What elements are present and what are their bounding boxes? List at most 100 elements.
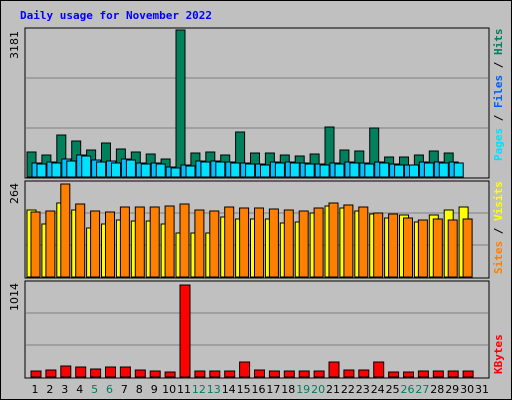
x-tick-day-7: 7 <box>121 383 128 396</box>
x-tick-day-3: 3 <box>61 383 68 396</box>
bar-kbytes-day-30 <box>462 370 474 378</box>
bar-kbytes-day-24 <box>373 361 385 378</box>
bar-sites-day-13 <box>209 210 220 278</box>
bar-kbytes-day-20 <box>313 370 325 378</box>
bar-kbytes-day-5 <box>90 368 102 378</box>
bar-kbytes-day-23 <box>358 369 370 378</box>
bar-kbytes-day-9 <box>149 370 161 378</box>
bar-pages-day-12 <box>200 161 211 178</box>
x-tick-day-22: 22 <box>341 383 355 396</box>
bar-sites-day-25 <box>388 213 399 278</box>
right-axis-labels: Pages / Files / Hits Sites / Visits KBytes <box>492 29 505 375</box>
bar-sites-day-21 <box>328 202 339 278</box>
bar-kbytes-day-14 <box>224 370 236 378</box>
bar-pages-day-1 <box>36 163 47 178</box>
bar-pages-day-25 <box>394 164 405 178</box>
bar-pages-day-21 <box>334 163 345 178</box>
bar-pages-day-18 <box>289 162 300 178</box>
bar-sites-day-8 <box>134 206 145 278</box>
x-tick-day-18: 18 <box>281 383 295 396</box>
bar-sites-day-29 <box>447 219 458 278</box>
x-tick-day-1: 1 <box>32 383 39 396</box>
y-max-label-kbytes: 1014 <box>8 283 21 311</box>
bar-kbytes-day-19 <box>298 370 310 378</box>
x-tick-day-29: 29 <box>445 383 459 396</box>
bar-sites-day-26 <box>403 217 413 278</box>
bar-kbytes-day-11 <box>179 284 191 378</box>
bar-pages-day-7 <box>125 159 136 178</box>
bar-pages-day-19 <box>304 163 315 178</box>
bar-kbytes-day-16 <box>254 369 265 378</box>
bar-sites-day-24 <box>373 212 384 278</box>
y-max-label-hits: 3181 <box>8 31 21 59</box>
bar-kbytes-day-3 <box>60 365 72 378</box>
bar-sites-day-9 <box>149 206 160 278</box>
x-tick-day-26: 26 <box>401 383 415 396</box>
right-axis-label-panel-3: KBytes <box>492 334 505 374</box>
bar-sites-day-2 <box>45 210 56 278</box>
right-axis-label-part: / <box>492 108 505 128</box>
right-axis-label-part: Files <box>492 75 505 108</box>
bar-pages-day-13 <box>215 161 226 178</box>
x-tick-day-21: 21 <box>326 383 340 396</box>
bar-sites-day-1 <box>30 211 41 278</box>
x-tick-day-27: 27 <box>415 383 429 396</box>
panel-kbytes-bg <box>24 280 490 379</box>
bar-sites-day-20 <box>313 207 324 278</box>
bar-pages-day-27 <box>423 162 434 178</box>
x-tick-day-13: 13 <box>207 383 221 396</box>
bar-kbytes-day-8 <box>134 369 146 378</box>
x-tick-day-8: 8 <box>136 383 143 396</box>
x-tick-day-25: 25 <box>386 383 400 396</box>
x-tick-day-6: 6 <box>106 383 113 396</box>
x-tick-day-30: 30 <box>460 383 474 396</box>
bar-pages-day-29 <box>453 162 464 178</box>
right-axis-label-panel-2: Sites / Visits <box>492 181 505 274</box>
bar-sites-day-7 <box>119 206 130 278</box>
bar-pages-day-20 <box>319 164 330 178</box>
bar-sites-day-18 <box>283 209 294 278</box>
x-tick-day-17: 17 <box>266 383 280 396</box>
right-axis-label-part: / <box>492 55 505 75</box>
bar-hits-day-11 <box>175 29 186 178</box>
bar-pages-day-15 <box>245 163 256 178</box>
bar-sites-day-19 <box>298 210 309 278</box>
x-tick-day-11: 11 <box>177 383 191 396</box>
bar-kbytes-day-2 <box>45 369 57 378</box>
bar-sites-day-6 <box>105 211 115 278</box>
right-axis-label-part: Sites <box>492 241 505 274</box>
bar-sites-day-15 <box>239 207 250 278</box>
bar-sites-day-16 <box>254 207 264 278</box>
bar-sites-day-27 <box>417 219 428 278</box>
bar-kbytes-day-27 <box>417 370 429 378</box>
bar-pages-day-16 <box>260 164 270 178</box>
bar-pages-day-8 <box>140 163 151 178</box>
bar-kbytes-day-26 <box>403 371 414 378</box>
bar-pages-day-5 <box>96 161 107 178</box>
bar-kbytes-day-29 <box>447 370 459 378</box>
right-axis-label-part: Visits <box>492 181 505 221</box>
bar-kbytes-day-1 <box>30 370 42 378</box>
bar-kbytes-day-18 <box>283 370 295 378</box>
x-tick-day-4: 4 <box>76 383 83 396</box>
bar-sites-day-14 <box>224 206 235 278</box>
bars-layer <box>26 29 474 378</box>
bar-pages-day-23 <box>364 163 375 178</box>
x-tick-day-9: 9 <box>151 383 158 396</box>
bar-kbytes-day-28 <box>432 370 444 378</box>
bar-pages-day-17 <box>274 162 285 178</box>
bar-sites-day-11 <box>179 203 190 278</box>
x-tick-day-15: 15 <box>237 383 251 396</box>
bar-kbytes-day-6 <box>105 366 116 378</box>
x-tick-day-24: 24 <box>371 383 385 396</box>
bar-pages-day-24 <box>379 162 390 178</box>
bar-kbytes-day-15 <box>239 361 251 378</box>
bar-pages-day-3 <box>66 160 77 178</box>
bar-kbytes-day-17 <box>268 370 280 378</box>
x-tick-day-31: 31 <box>475 383 489 396</box>
bar-pages-day-6 <box>111 162 121 178</box>
bar-sites-day-22 <box>343 204 354 278</box>
bar-sites-day-28 <box>432 218 443 278</box>
bar-pages-day-22 <box>349 162 360 178</box>
